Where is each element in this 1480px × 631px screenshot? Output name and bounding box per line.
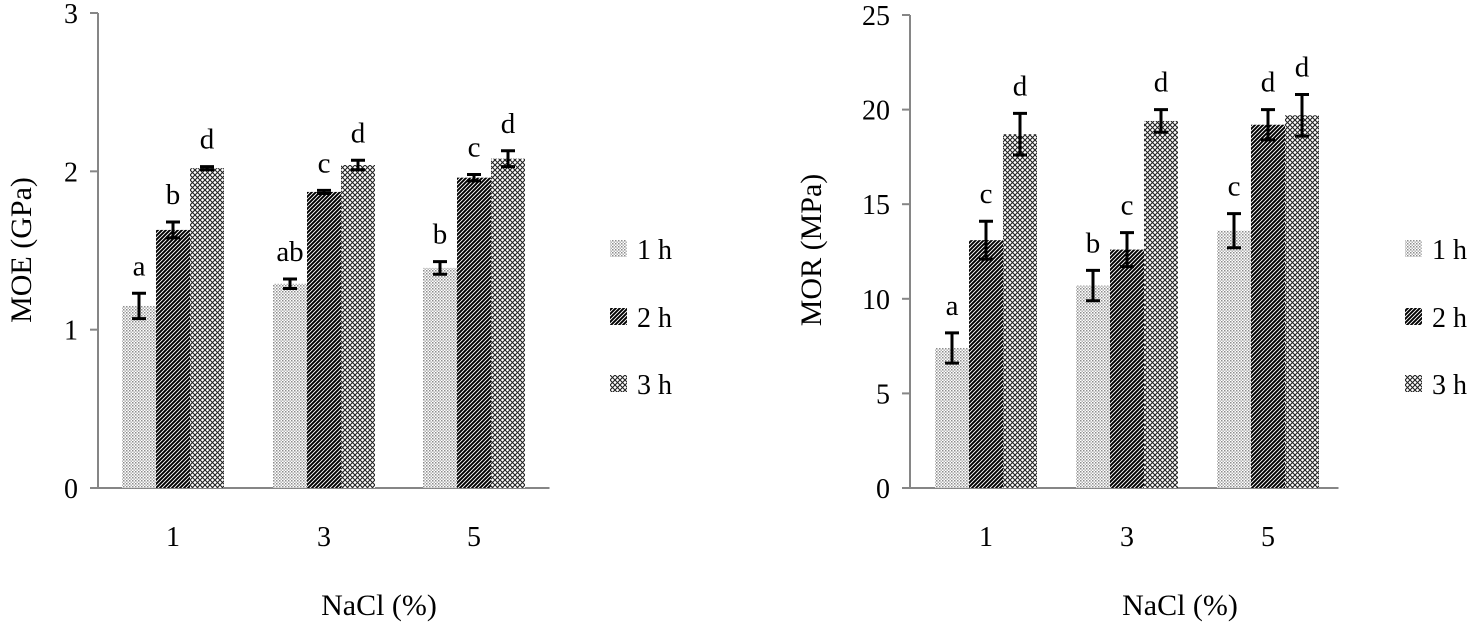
error-bar	[501, 149, 515, 169]
significance-letter: ab	[276, 236, 303, 268]
error-bar	[166, 220, 180, 240]
error-bar	[433, 260, 447, 276]
significance-letter: c	[1228, 171, 1241, 203]
legend-label: 3 h	[1432, 370, 1467, 401]
y-tick-label: 0	[876, 474, 890, 505]
error-bar	[979, 219, 993, 261]
legend-label: 1 h	[637, 235, 672, 266]
x-tick-label: 5	[467, 522, 481, 553]
significance-letter: d	[501, 108, 516, 140]
significance-letter: d	[200, 124, 215, 156]
significance-letter: c	[980, 178, 993, 210]
bar	[273, 283, 307, 488]
legend-label: 1 h	[1432, 235, 1467, 266]
significance-letter: c	[318, 147, 331, 179]
legend-swatch	[610, 240, 627, 257]
bar	[491, 158, 525, 488]
bar	[1076, 285, 1110, 488]
x-axis-title: NaCl (%)	[321, 589, 437, 622]
bar	[122, 305, 156, 488]
y-tick-label: 2	[64, 157, 78, 188]
y-tick-label: 0	[64, 474, 78, 505]
bar	[935, 347, 969, 488]
significance-letter: b	[1086, 227, 1101, 259]
y-tick-label: 3	[64, 0, 78, 30]
error-bar	[1295, 92, 1309, 138]
y-tick-label: 20	[862, 96, 890, 127]
legend: 1 h 2 h 3 h	[1405, 235, 1467, 401]
error-bar	[1120, 231, 1134, 269]
error-bar	[132, 291, 146, 321]
y-axis-title: MOE (GPa)	[5, 177, 38, 323]
bar	[1144, 120, 1178, 489]
bar	[190, 168, 224, 488]
error-bar	[1154, 108, 1168, 134]
legend-swatch	[1405, 308, 1422, 325]
error-bar	[200, 165, 214, 172]
error-bar	[467, 173, 481, 183]
x-tick-label: 5	[1261, 522, 1275, 553]
y-tick-label: 15	[862, 190, 890, 221]
bar	[341, 165, 375, 488]
bar	[1003, 134, 1037, 489]
error-bar	[351, 158, 365, 172]
legend: 1 h 2 h 3 h	[610, 235, 672, 401]
x-axis-title: NaCl (%)	[1122, 589, 1238, 622]
significance-letter: d	[1261, 67, 1276, 99]
bar	[1285, 115, 1319, 488]
error-bar	[1227, 212, 1241, 250]
x-tick-label: 1	[166, 522, 180, 553]
bar	[457, 177, 491, 488]
legend-swatch	[1405, 240, 1422, 257]
legend-swatch	[610, 375, 627, 392]
legend-label: 3 h	[637, 370, 672, 401]
significance-letter: d	[1154, 67, 1169, 99]
significance-letter: a	[946, 290, 959, 322]
error-bar	[1261, 108, 1275, 142]
legend-label: 2 h	[1432, 303, 1467, 334]
significance-letter: c	[1121, 190, 1134, 222]
y-tick-label: 10	[862, 285, 890, 316]
significance-letter: d	[351, 117, 366, 149]
significance-letter: b	[166, 179, 181, 211]
bar	[1251, 124, 1285, 489]
bar	[1217, 230, 1251, 489]
significance-letter: b	[433, 219, 448, 251]
significance-letter: c	[468, 132, 481, 164]
y-tick-label: 5	[876, 379, 890, 410]
error-bar	[283, 277, 297, 290]
x-tick-label: 3	[1120, 522, 1134, 553]
bar	[1110, 249, 1144, 488]
bar	[156, 229, 190, 488]
significance-letter: d	[1013, 70, 1028, 102]
x-tick-label: 1	[979, 522, 993, 553]
y-tick-label: 25	[862, 1, 890, 32]
legend-swatch	[1405, 375, 1422, 392]
x-tick-label: 3	[317, 522, 331, 553]
legend-label: 2 h	[637, 303, 672, 334]
significance-letter: d	[1295, 51, 1310, 83]
error-bar	[1013, 111, 1027, 157]
bar	[423, 267, 457, 488]
bar	[307, 191, 341, 488]
legend-swatch	[610, 308, 627, 325]
significance-letter: a	[133, 250, 146, 282]
error-bar	[945, 331, 959, 365]
error-bar	[317, 188, 331, 195]
bar	[969, 240, 1003, 488]
y-axis-title: MOR (MPa)	[795, 174, 828, 327]
bars	[122, 149, 525, 488]
error-bar	[1086, 268, 1100, 303]
bars	[935, 92, 1319, 489]
y-tick-label: 1	[64, 316, 78, 347]
